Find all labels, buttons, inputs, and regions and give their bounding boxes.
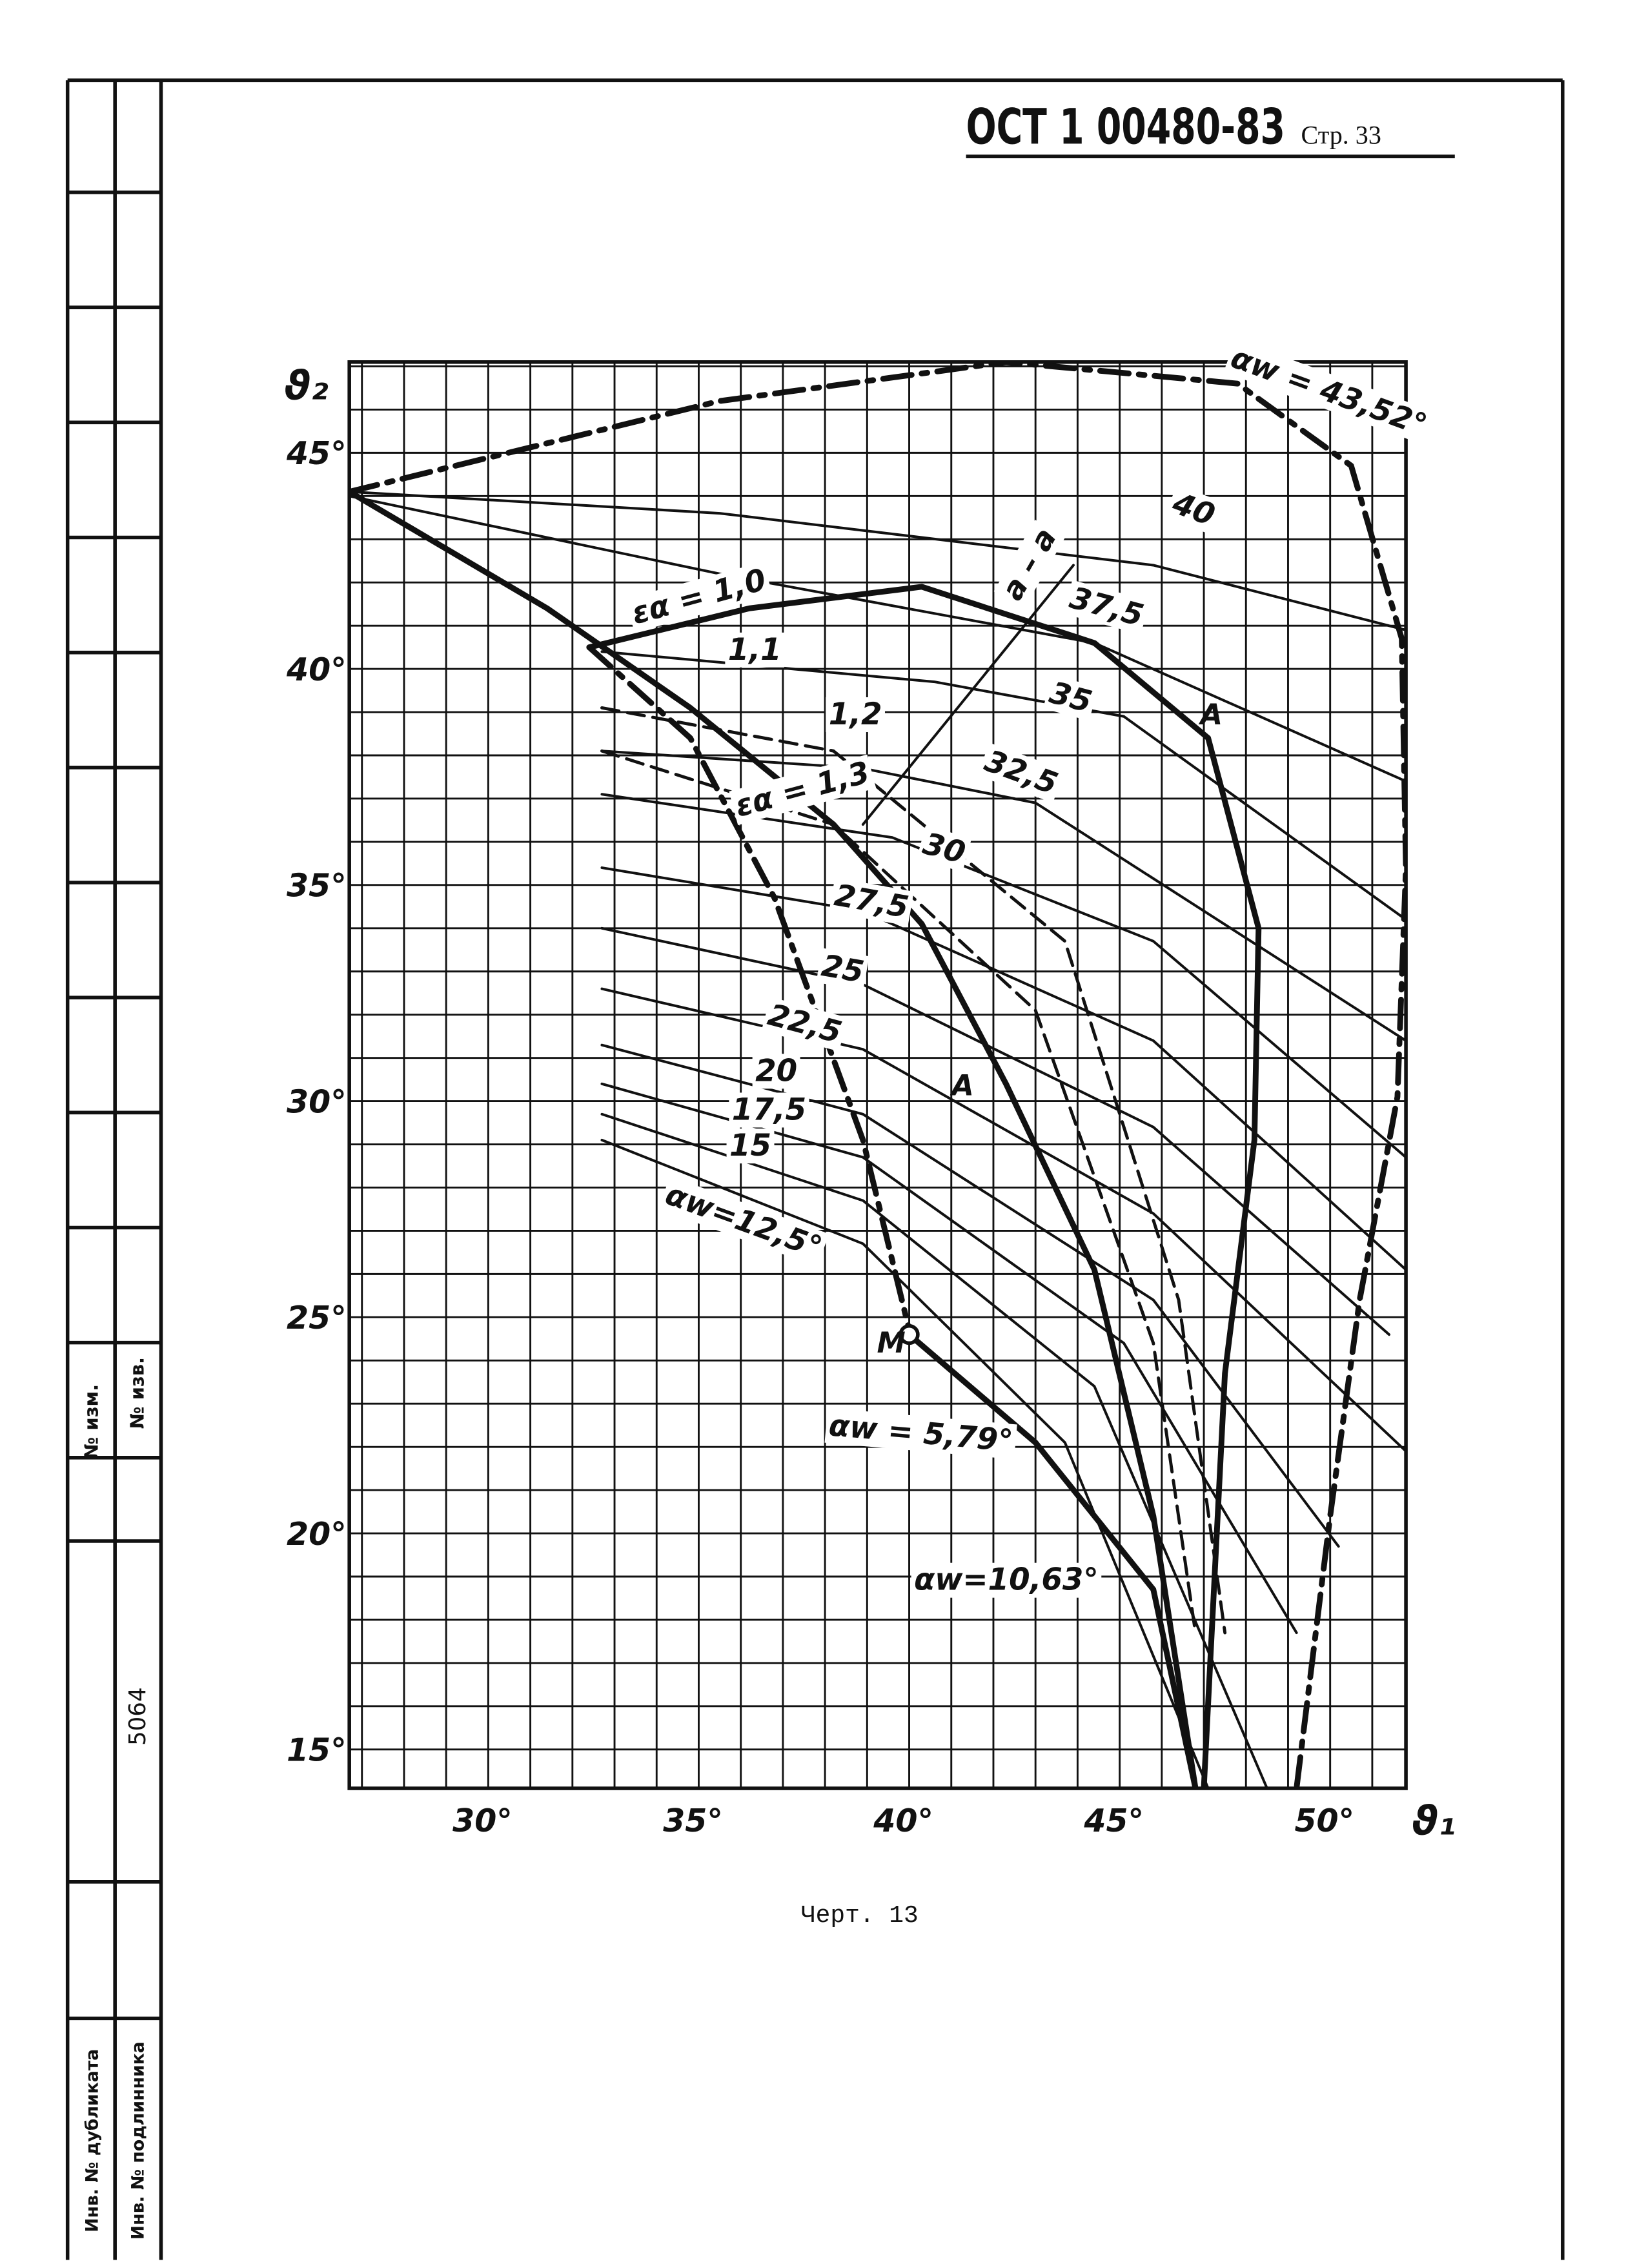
label-background	[658, 1176, 829, 1267]
chart: 30° 35° 40° 45° 50° 15° 20° 25° 30° 35° 40° 45° ϑ₁ ϑ₂…	[284, 339, 1456, 1844]
curve-label: 30	[919, 826, 969, 871]
doc-code: ОСТ 1 00480-83	[966, 98, 1285, 155]
annotation: M	[877, 1326, 906, 1360]
label-background	[761, 997, 848, 1052]
curve-label: 1,1	[728, 633, 782, 668]
label-background	[829, 877, 914, 926]
curve-label: 20	[755, 1054, 797, 1088]
label-background	[625, 562, 773, 633]
label-background	[1164, 485, 1223, 535]
curve-label: αw = 5,79°	[828, 1408, 1014, 1459]
label-background	[1042, 675, 1099, 721]
curve	[861, 564, 1075, 826]
curve-label: αw=12,5°	[661, 1177, 826, 1265]
series-group	[349, 362, 1407, 1789]
annotation: A	[950, 1069, 973, 1103]
curve	[600, 750, 1407, 1042]
label-background	[977, 742, 1065, 803]
x-tick-label: 30°	[452, 1803, 513, 1839]
curve-label: αw = 43,52°	[1226, 340, 1432, 444]
curve	[600, 793, 1407, 1159]
curve-label: 17,5	[732, 1092, 806, 1127]
label-background	[916, 825, 972, 872]
curve-label: 25	[819, 948, 866, 990]
curve	[600, 1043, 1340, 1548]
curve-label: 1,2	[829, 697, 882, 732]
y-tick-label: 40°	[286, 651, 347, 688]
x-tick-label: 50°	[1294, 1803, 1354, 1839]
y-tick-label: 25°	[287, 1300, 347, 1336]
curve	[600, 706, 1227, 1635]
label-background	[729, 754, 877, 826]
plot-frame	[347, 360, 1408, 1790]
x-tick-label: 40°	[873, 1803, 933, 1839]
curve	[600, 650, 1407, 921]
annotation: A	[1199, 698, 1223, 731]
label-background	[826, 697, 885, 733]
curve	[600, 926, 1391, 1336]
stamp-number: 5064	[125, 1687, 151, 1746]
y-tick-label: 45°	[286, 435, 347, 472]
y-tick-label: 35°	[287, 868, 347, 904]
label-background	[726, 1129, 775, 1164]
y-tick-label: 30°	[287, 1083, 347, 1120]
curve	[600, 1082, 1298, 1635]
label-background	[816, 948, 869, 991]
x-axis-label: ϑ₁	[1412, 1797, 1456, 1844]
curve-label: αw=10,63°	[914, 1563, 1099, 1598]
label-background	[993, 520, 1066, 609]
curve	[349, 489, 1199, 1789]
curve	[600, 866, 1407, 1271]
stamp-original-inv: Инв. № подлинника	[128, 2041, 148, 2240]
label-background	[752, 1054, 800, 1089]
curve	[349, 490, 1407, 631]
stamp-duplicate-inv: Инв. № дубликата	[82, 2049, 102, 2232]
y-tick-label: 20°	[287, 1516, 347, 1553]
curve	[349, 362, 1407, 1789]
label-background	[824, 1407, 1017, 1460]
curve	[906, 1331, 1199, 1789]
label-background	[725, 632, 785, 668]
stamp-notice-no: № изв.	[127, 1357, 148, 1429]
curve-label: 22,5	[764, 997, 845, 1050]
stamp-change-no: № изм.	[80, 1384, 102, 1460]
x-tick-label: 35°	[663, 1803, 723, 1839]
x-tick-label: 45°	[1083, 1803, 1144, 1839]
point-marker	[899, 1323, 920, 1345]
doc-page: Стр. 33	[1301, 120, 1381, 149]
curve	[349, 495, 1407, 783]
caption: Черт. 13	[801, 1902, 919, 1930]
y-axis-label: ϑ₂	[284, 362, 329, 409]
curve	[586, 644, 913, 1333]
label-background	[1223, 339, 1434, 445]
curve-label: a – a	[995, 522, 1064, 606]
y-tick-label: 15°	[287, 1732, 347, 1769]
curve-label: 35	[1046, 675, 1095, 720]
curve	[586, 584, 1262, 1789]
label-background	[729, 1092, 809, 1128]
curve	[600, 1138, 1210, 1789]
curve	[600, 987, 1407, 1453]
label-background	[1063, 580, 1150, 635]
frame	[65, 78, 1565, 2260]
label-background	[911, 1562, 1102, 1598]
curve-label: 15	[729, 1129, 771, 1163]
